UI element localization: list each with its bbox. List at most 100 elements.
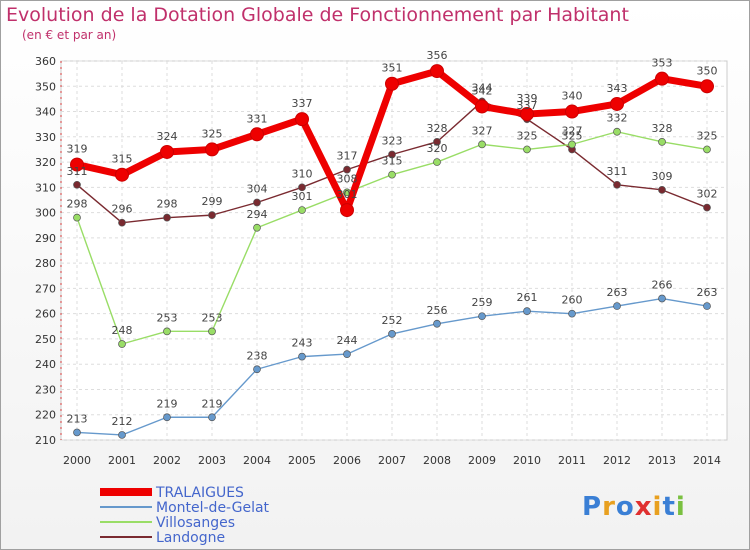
y-tick-label: 240 (35, 358, 56, 371)
data-label-montel-de-gelat: 243 (292, 337, 313, 350)
data-point-landogne (658, 186, 666, 194)
data-label-tralaigues: 337 (292, 97, 313, 110)
data-label-villosanges: 248 (112, 324, 133, 337)
y-tick-label: 360 (35, 55, 56, 68)
data-point-tralaigues (475, 99, 489, 114)
data-label-landogne: 299 (202, 195, 223, 208)
data-label-landogne: 337 (517, 99, 538, 112)
x-tick-label: 2012 (603, 454, 631, 467)
y-tick-label: 230 (35, 383, 56, 396)
data-point-montel-de-gelat (253, 365, 261, 374)
data-point-villosanges (118, 340, 126, 348)
data-label-landogne: 310 (292, 167, 313, 180)
data-label-tralaigues: 342 (472, 84, 493, 97)
axis-layer: 210 220 230 240 250 260 270 280 290 300 310 320 330 3… (35, 55, 721, 467)
data-label-villosanges: 325 (517, 129, 538, 142)
data-label-villosanges: 308 (337, 172, 358, 185)
data-label-landogne: 311 (67, 165, 88, 178)
data-point-tralaigues (115, 167, 129, 182)
data-label-landogne: 298 (157, 198, 178, 211)
data-point-montel-de-gelat (388, 330, 396, 338)
data-label-tralaigues: 353 (652, 57, 673, 70)
data-point-villosanges (298, 206, 306, 214)
y-tick-label: 300 (35, 207, 56, 220)
x-tick-label: 2011 (558, 454, 586, 467)
data-label-tralaigues: 315 (112, 153, 133, 166)
data-point-villosanges (388, 170, 396, 179)
legend-label: Landogne (156, 530, 225, 546)
data-point-tralaigues (565, 104, 579, 119)
y-tick-label: 250 (35, 333, 56, 346)
data-label-villosanges: 327 (472, 124, 493, 137)
legend: TRALAIGUESMontel-de-GelatVillosangesLand… (100, 485, 270, 546)
plot-area (60, 60, 728, 441)
data-point-landogne (703, 203, 711, 212)
data-label-landogne: 328 (427, 122, 448, 135)
y-tick-label: 320 (35, 156, 56, 169)
data-point-landogne (298, 183, 306, 192)
data-point-villosanges (433, 158, 441, 166)
data-point-tralaigues (205, 142, 219, 157)
y-tick-label: 310 (35, 181, 56, 194)
data-point-tralaigues (700, 79, 714, 94)
x-tick-label: 2002 (153, 454, 181, 467)
data-point-villosanges (478, 140, 486, 149)
data-label-landogne: 296 (112, 203, 133, 216)
data-point-landogne (343, 165, 351, 174)
data-point-villosanges (523, 145, 531, 154)
data-point-villosanges (703, 145, 711, 154)
data-point-montel-de-gelat (298, 352, 306, 361)
data-point-tralaigues (70, 157, 84, 172)
x-tick-label: 2004 (243, 454, 271, 467)
data-label-villosanges: 298 (67, 198, 88, 211)
x-tick-label: 2005 (288, 454, 316, 467)
y-tick-label: 330 (35, 131, 56, 144)
data-label-tralaigues: 356 (427, 49, 448, 62)
data-label-tralaigues: 331 (247, 112, 268, 125)
data-point-landogne (163, 213, 171, 222)
data-point-montel-de-gelat (118, 431, 126, 439)
data-point-montel-de-gelat (658, 294, 666, 303)
data-point-villosanges (253, 223, 261, 232)
data-label-villosanges: 328 (652, 122, 673, 135)
data-point-montel-de-gelat (523, 307, 531, 315)
data-label-landogne: 344 (472, 81, 493, 94)
data-point-tralaigues (655, 71, 669, 86)
data-label-montel-de-gelat: 252 (382, 314, 403, 327)
y-tick-label: 260 (35, 308, 56, 321)
data-label-montel-de-gelat: 212 (112, 415, 133, 428)
data-point-montel-de-gelat (568, 309, 576, 318)
data-label-villosanges: 315 (382, 155, 403, 168)
data-point-villosanges (208, 327, 216, 336)
data-point-montel-de-gelat (163, 413, 171, 422)
data-point-villosanges (568, 140, 576, 149)
logo-letter: o (615, 492, 635, 522)
x-tick-label: 2001 (108, 454, 136, 467)
y-tick-label: 340 (35, 106, 56, 119)
data-label-tralaigues: 351 (382, 62, 403, 75)
data-label-montel-de-gelat: 263 (607, 286, 628, 299)
data-label-tralaigues: 339 (517, 92, 538, 105)
data-label-montel-de-gelat: 219 (157, 397, 178, 410)
data-point-tralaigues (610, 96, 624, 111)
x-tick-label: 2000 (63, 454, 91, 467)
data-point-tralaigues (385, 76, 399, 91)
data-point-landogne (208, 211, 216, 219)
data-label-montel-de-gelat: 259 (472, 296, 493, 309)
y-tick-label: 270 (35, 282, 56, 295)
data-point-montel-de-gelat (703, 302, 711, 310)
x-tick-label: 2009 (468, 454, 496, 467)
data-point-landogne (388, 150, 396, 159)
x-tick-label: 2006 (333, 454, 361, 467)
data-label-montel-de-gelat: 260 (562, 294, 583, 307)
legend-label: Villosanges (156, 515, 235, 531)
data-label-montel-de-gelat: 219 (202, 397, 223, 410)
data-label-tralaigues: 301 (337, 188, 358, 201)
x-tick-label: 2003 (198, 454, 226, 467)
data-point-montel-de-gelat (433, 319, 441, 328)
y-tick-label: 210 (35, 434, 56, 447)
data-point-montel-de-gelat (208, 413, 216, 422)
data-point-montel-de-gelat (73, 428, 81, 437)
data-label-tralaigues: 340 (562, 90, 583, 103)
